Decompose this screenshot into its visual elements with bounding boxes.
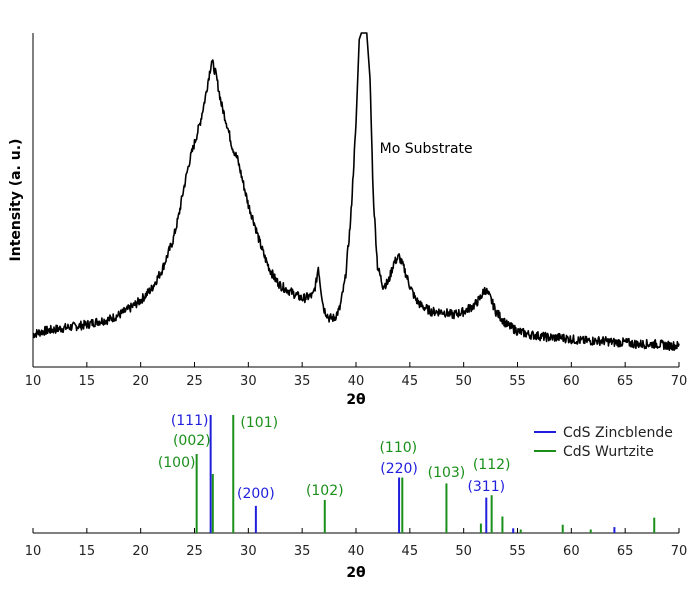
mo-substrate-annotation: Mo Substrate — [380, 141, 473, 157]
bottom-x-tick-label: 30 — [240, 544, 257, 559]
bottom-x-tick-label: 35 — [294, 544, 311, 559]
bottom-x-tick-label: 20 — [132, 544, 149, 559]
bottom-x-tick-label: 65 — [617, 544, 634, 559]
legend-zincblende-label: CdS Zincblende — [563, 425, 673, 441]
xrd-intensity-line — [32, 32, 680, 351]
bottom-x-tick-label: 25 — [186, 544, 203, 559]
top-x-tick-label: 20 — [132, 374, 149, 389]
bottom-x-tick-label: 10 — [25, 544, 42, 559]
reference-peak-label: (103) — [428, 465, 466, 481]
reference-peaks-panel: 10 15 20 25 30 35 40 45 50 55 60 65 70 (111) (200) (22… — [25, 413, 688, 581]
reference-peak-label: (002) — [173, 433, 211, 449]
legend-wurtzite-label: CdS Wurtzite — [563, 444, 654, 460]
top-x-ticks: 10 15 20 25 30 35 40 45 50 55 60 65 70 — [25, 362, 688, 389]
legend: CdS Zincblende CdS Wurtzite — [534, 425, 673, 460]
reference-peak-label: (220) — [380, 461, 418, 477]
top-x-tick-label: 30 — [240, 374, 257, 389]
reference-peak-label: (200) — [237, 486, 275, 502]
reference-peak-labels: (111) (200) (220) (311) (100) (101) (102) (110)… — [158, 413, 511, 502]
top-x-tick-label: 10 — [25, 374, 42, 389]
top-x-tick-label: 45 — [402, 374, 419, 389]
top-x-axis-title: 2θ — [346, 392, 366, 408]
bottom-x-ticks: 10 15 20 25 30 35 40 45 50 55 60 65 70 — [25, 528, 688, 559]
bottom-x-tick-label: 40 — [348, 544, 365, 559]
top-x-tick-label: 70 — [671, 374, 688, 389]
reference-peak-label: (101) — [240, 415, 278, 431]
reference-peak-label: (102) — [306, 483, 344, 499]
top-x-tick-label: 35 — [294, 374, 311, 389]
reference-peak-label: (100) — [158, 455, 196, 471]
reference-peak-label: (112) — [473, 457, 511, 473]
reference-peak-label: (111) — [171, 413, 209, 429]
top-x-tick-label: 65 — [617, 374, 634, 389]
xrd-pattern-panel: 10 15 20 25 30 35 40 45 50 55 60 65 70 Mo Substrate … — [8, 32, 688, 408]
top-x-tick-label: 50 — [455, 374, 472, 389]
top-x-tick-label: 60 — [563, 374, 580, 389]
bottom-x-tick-label: 60 — [563, 544, 580, 559]
bottom-x-axis-title: 2θ — [346, 565, 366, 581]
bottom-x-tick-label: 50 — [455, 544, 472, 559]
reference-peak-label: (110) — [379, 440, 417, 456]
bottom-x-tick-label: 15 — [79, 544, 96, 559]
y-axis-title: Intensity (a. u.) — [8, 139, 24, 262]
top-x-tick-label: 55 — [509, 374, 526, 389]
bottom-x-tick-label: 55 — [509, 544, 526, 559]
reference-peak-bars — [195, 415, 656, 533]
bottom-x-tick-label: 70 — [671, 544, 688, 559]
top-x-tick-label: 15 — [79, 374, 96, 389]
top-x-tick-label: 25 — [186, 374, 203, 389]
top-x-tick-label: 40 — [348, 374, 365, 389]
reference-peak-label: (311) — [467, 479, 505, 495]
bottom-x-tick-label: 45 — [402, 544, 419, 559]
